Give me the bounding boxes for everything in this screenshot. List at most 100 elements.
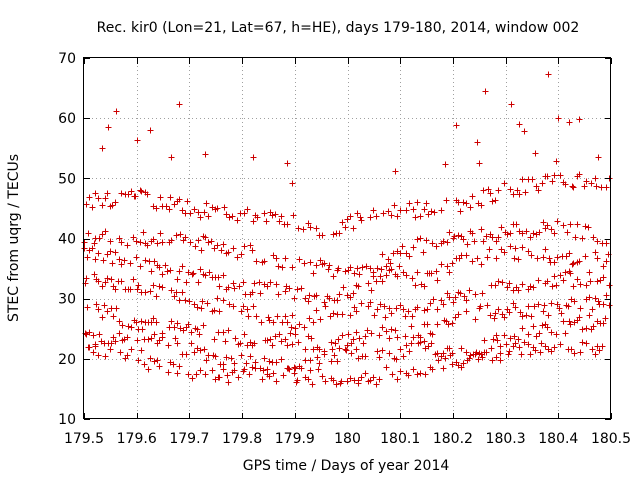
data-point xyxy=(322,378,329,385)
data-point xyxy=(506,280,513,287)
data-point xyxy=(137,263,144,270)
data-point xyxy=(198,247,205,254)
data-point xyxy=(554,218,561,225)
data-point xyxy=(165,342,172,349)
data-point xyxy=(483,233,490,240)
data-point xyxy=(282,313,289,320)
data-point xyxy=(583,178,590,185)
data-point xyxy=(377,273,384,280)
data-point xyxy=(249,364,256,371)
chart-title: Rec. kir0 (Lon=21, Lat=67, h=HE), days 1… xyxy=(97,20,580,36)
data-point xyxy=(446,294,453,301)
data-point xyxy=(330,377,337,384)
data-point xyxy=(191,206,198,213)
data-point xyxy=(118,190,125,197)
data-point xyxy=(273,378,280,385)
data-point xyxy=(362,353,369,360)
data-point xyxy=(486,246,493,253)
data-point xyxy=(328,339,335,346)
data-point xyxy=(295,339,302,346)
data-point xyxy=(134,286,141,293)
data-point xyxy=(183,351,190,358)
data-point xyxy=(400,269,407,276)
data-point xyxy=(168,154,175,161)
data-point xyxy=(354,265,361,272)
data-point xyxy=(174,276,181,283)
data-point xyxy=(583,325,590,332)
data-point xyxy=(444,290,451,297)
data-point xyxy=(342,346,349,353)
data-point xyxy=(495,187,502,194)
data-point xyxy=(501,249,508,256)
data-point xyxy=(492,197,499,204)
data-point xyxy=(157,194,164,201)
data-point xyxy=(145,336,152,343)
data-point xyxy=(383,328,390,335)
data-point xyxy=(574,221,581,228)
data-point xyxy=(85,230,92,237)
data-point xyxy=(519,176,526,183)
data-point xyxy=(275,291,282,298)
data-point xyxy=(156,264,163,271)
data-point xyxy=(225,379,232,386)
data-point xyxy=(567,321,574,328)
data-point xyxy=(451,233,458,240)
data-point xyxy=(81,245,88,252)
data-point xyxy=(511,333,518,340)
data-point xyxy=(562,330,569,337)
data-point xyxy=(265,314,272,321)
data-point xyxy=(220,361,227,368)
data-point xyxy=(176,297,183,304)
data-point xyxy=(430,296,437,303)
data-point xyxy=(321,299,328,306)
data-point xyxy=(406,348,413,355)
data-point xyxy=(527,283,534,290)
data-point xyxy=(414,304,421,311)
data-point xyxy=(501,332,508,339)
data-point xyxy=(446,345,453,352)
data-point xyxy=(231,360,238,367)
data-point xyxy=(231,285,238,292)
data-point xyxy=(134,137,141,144)
data-point xyxy=(315,366,322,373)
data-point xyxy=(197,367,204,374)
data-point xyxy=(249,247,256,254)
data-point xyxy=(367,214,374,221)
data-point xyxy=(182,234,189,241)
data-point xyxy=(590,323,597,330)
data-point xyxy=(199,298,206,305)
data-point xyxy=(373,381,380,388)
data-point xyxy=(112,199,119,206)
data-point xyxy=(195,237,202,244)
data-point xyxy=(386,335,393,342)
data-point xyxy=(531,303,538,310)
data-point xyxy=(467,204,474,211)
data-point xyxy=(348,350,355,357)
data-point xyxy=(220,241,227,248)
data-point xyxy=(90,332,97,339)
data-point xyxy=(592,295,599,302)
data-point xyxy=(316,360,323,367)
y-axis-label: STEC from uqrg / TECUs xyxy=(6,154,22,322)
data-point xyxy=(603,240,610,247)
data-point xyxy=(517,309,524,316)
data-point xyxy=(582,253,589,260)
data-point xyxy=(307,367,314,374)
data-point xyxy=(370,207,377,214)
data-point xyxy=(403,272,410,279)
data-point xyxy=(545,71,552,78)
data-point xyxy=(319,232,326,239)
data-point xyxy=(307,224,314,231)
data-point xyxy=(198,305,205,312)
data-point xyxy=(347,213,354,220)
data-point xyxy=(250,303,257,310)
data-point xyxy=(170,361,177,368)
data-point xyxy=(440,365,447,372)
data-point xyxy=(162,262,169,269)
y-tick-label: 70 xyxy=(58,51,76,67)
data-point xyxy=(209,367,216,374)
data-point xyxy=(241,366,248,373)
data-point xyxy=(305,298,312,305)
data-point xyxy=(314,354,321,361)
data-point xyxy=(189,375,196,382)
